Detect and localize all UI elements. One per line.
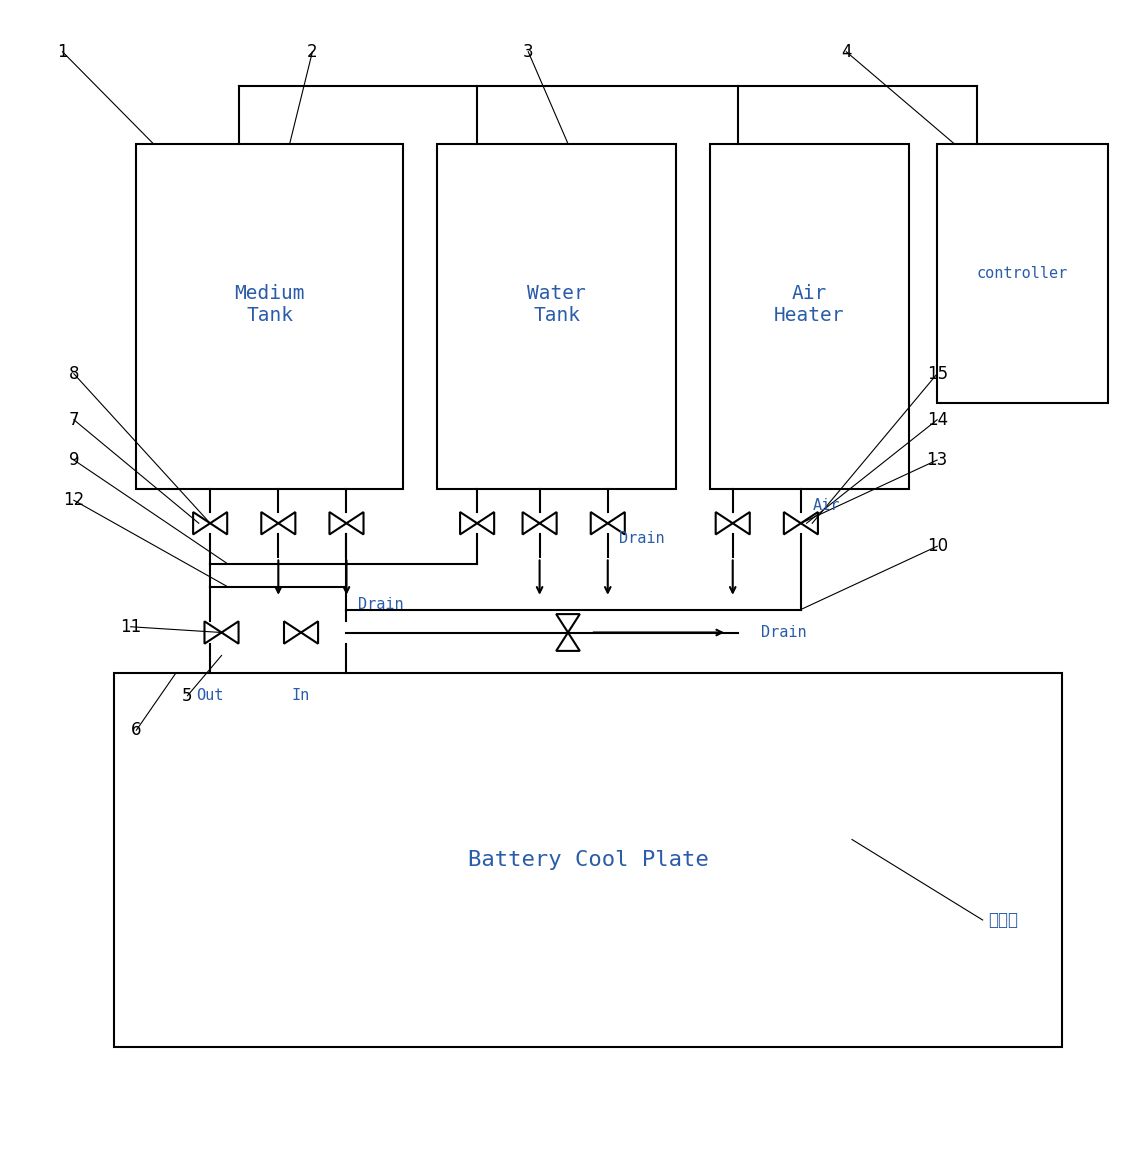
- Text: Air
Heater: Air Heater: [774, 284, 845, 325]
- Text: controller: controller: [977, 266, 1068, 281]
- Text: 14: 14: [927, 411, 947, 429]
- Text: 7: 7: [68, 411, 80, 429]
- Text: Drain: Drain: [358, 597, 403, 612]
- Text: Air: Air: [812, 498, 840, 514]
- Text: 8: 8: [68, 365, 80, 383]
- Text: Battery Cool Plate: Battery Cool Plate: [468, 850, 708, 869]
- Bar: [136, 144, 403, 489]
- Text: Medium
Tank: Medium Tank: [234, 284, 306, 325]
- Text: 15: 15: [927, 365, 947, 383]
- Bar: [710, 144, 909, 489]
- Text: 10: 10: [927, 537, 947, 555]
- Text: 11: 11: [120, 618, 141, 636]
- Text: 12: 12: [64, 491, 84, 509]
- Text: Out: Out: [197, 688, 224, 703]
- Bar: [114, 673, 1062, 1046]
- Text: In: In: [292, 688, 310, 703]
- Text: 1: 1: [57, 43, 68, 61]
- Text: 5: 5: [182, 687, 193, 705]
- Text: 6: 6: [131, 721, 142, 739]
- Text: 2: 2: [307, 43, 318, 61]
- Bar: [437, 144, 676, 489]
- Text: Water
Tank: Water Tank: [527, 284, 586, 325]
- Text: Drain: Drain: [619, 531, 665, 546]
- Text: 3: 3: [523, 43, 534, 61]
- Bar: [937, 144, 1108, 402]
- Text: 9: 9: [68, 451, 80, 469]
- Text: 4: 4: [841, 43, 852, 61]
- Text: 13: 13: [927, 451, 947, 469]
- Text: Drain: Drain: [761, 624, 807, 641]
- Text: 液冷板: 液冷板: [988, 911, 1018, 929]
